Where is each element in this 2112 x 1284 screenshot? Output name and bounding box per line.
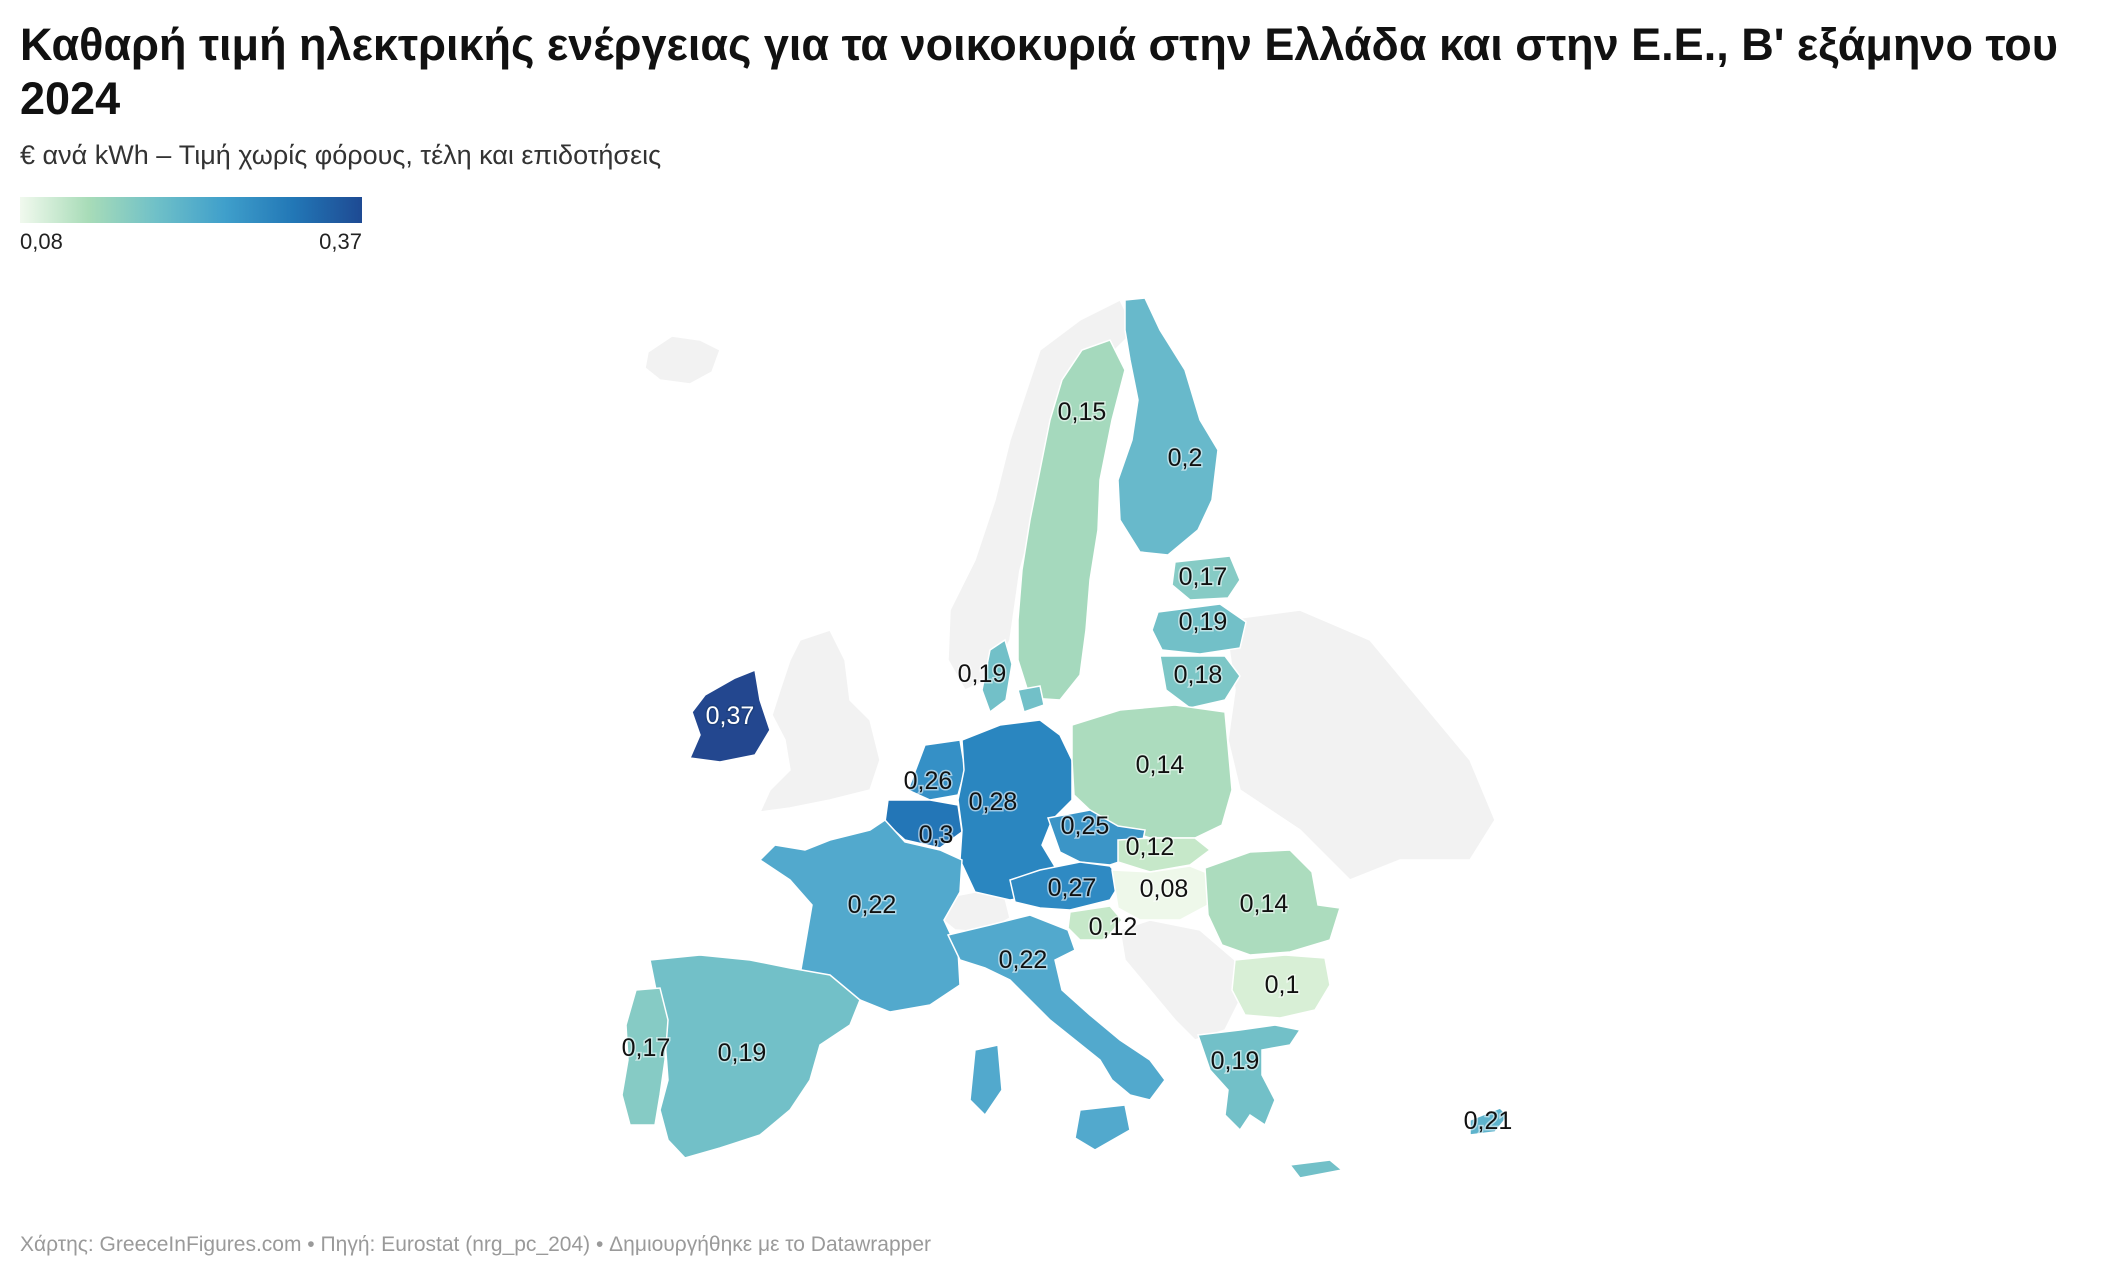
country-lithuania[interactable]	[1159, 655, 1241, 709]
value-labels: 0,15 0,2 0,17 0,19 0,18 0,19 0,37 0,26 0…	[620, 397, 1514, 1137]
country-ireland[interactable]	[688, 668, 771, 763]
country-slovenia[interactable]	[1067, 905, 1123, 941]
label-bulgaria: 0,1	[1265, 971, 1300, 999]
chart-title: Καθαρή τιμή ηλεκτρικής ενέργειας για τα …	[20, 19, 2058, 124]
iceland-shape	[644, 335, 721, 385]
country-cyprus[interactable]	[1469, 1107, 1510, 1136]
label-czechia: 0,25	[1061, 812, 1110, 840]
country-poland[interactable]	[1071, 704, 1233, 839]
label-latvia: 0,19	[1179, 608, 1228, 636]
eastern-europe-shape	[1224, 609, 1496, 881]
legend-min-label: 0,08	[20, 229, 63, 254]
label-france: 0,22	[848, 891, 897, 919]
country-latvia[interactable]	[1151, 603, 1247, 655]
country-greece[interactable]	[1196, 1024, 1344, 1179]
label-italy: 0,22	[999, 946, 1048, 974]
label-estonia: 0,17	[1179, 563, 1228, 591]
legend-max-label: 0,37	[319, 229, 362, 254]
country-netherlands[interactable]	[907, 739, 966, 801]
source-footer: Χάρτης: GreeceInFigures.com • Πηγή: Euro…	[20, 1233, 932, 1256]
label-germany: 0,28	[969, 788, 1018, 816]
label-austria: 0,27	[1048, 874, 1097, 902]
label-spain: 0,19	[718, 1039, 767, 1067]
label-netherlands: 0,26	[904, 767, 953, 795]
country-spain[interactable]	[649, 954, 861, 1159]
balkans-shape	[1119, 919, 1241, 1041]
label-portugal: 0,17	[622, 1034, 671, 1062]
label-sweden: 0,15	[1058, 398, 1107, 426]
label-romania: 0,14	[1240, 890, 1289, 918]
country-estonia[interactable]	[1171, 555, 1241, 601]
label-finland: 0,2	[1168, 444, 1203, 472]
label-cyprus: 0,21	[1464, 1107, 1513, 1135]
country-slovakia[interactable]	[1117, 837, 1212, 873]
country-sweden[interactable]	[1017, 339, 1126, 701]
label-denmark: 0,19	[958, 660, 1007, 688]
label-slovenia: 0,12	[1089, 913, 1138, 941]
label-poland: 0,14	[1136, 751, 1185, 779]
country-portugal[interactable]	[621, 987, 669, 1126]
eu-countries	[621, 297, 1510, 1179]
label-hungary: 0,08	[1140, 875, 1189, 903]
country-romania[interactable]	[1204, 849, 1341, 956]
label-lithuania: 0,18	[1174, 661, 1223, 689]
label-greece: 0,19	[1211, 1047, 1260, 1075]
label-belgium: 0,3	[919, 821, 954, 849]
country-italy[interactable]	[946, 914, 1166, 1151]
label-ireland: 0,37	[706, 702, 755, 730]
chart-subtitle: € ανά kWh – Τιμή χωρίς φόρους, τέλη και …	[20, 140, 662, 170]
legend-gradient-bar	[20, 197, 362, 223]
country-denmark[interactable]	[981, 638, 1045, 714]
uk-shape	[758, 629, 881, 813]
label-slovakia: 0,12	[1126, 833, 1175, 861]
color-legend: 0,08 0,37	[20, 197, 362, 254]
country-france[interactable]	[758, 819, 963, 1013]
country-bulgaria[interactable]	[1231, 954, 1331, 1019]
country-finland[interactable]	[1117, 297, 1219, 556]
